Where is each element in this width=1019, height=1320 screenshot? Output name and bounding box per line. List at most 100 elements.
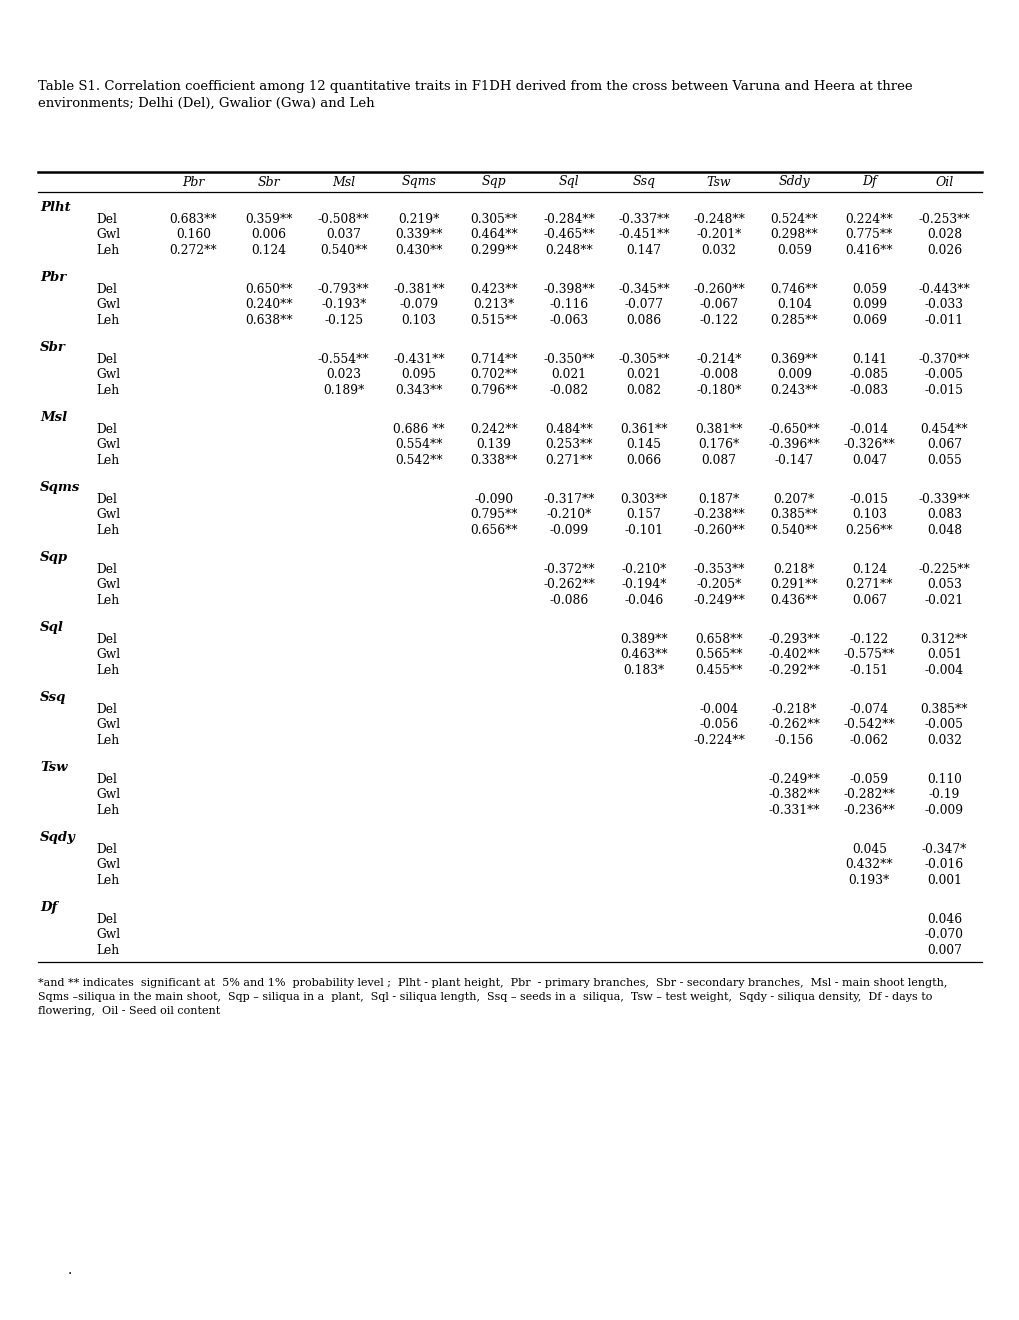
Text: -0.345**: -0.345** bbox=[618, 282, 669, 296]
Text: -0.350**: -0.350** bbox=[543, 352, 594, 366]
Text: 0.145: 0.145 bbox=[626, 438, 661, 451]
Text: -0.004: -0.004 bbox=[699, 702, 738, 715]
Text: -0.077: -0.077 bbox=[624, 298, 663, 312]
Text: Gwl: Gwl bbox=[96, 858, 120, 871]
Text: -0.059: -0.059 bbox=[849, 772, 888, 785]
Text: -0.443**: -0.443** bbox=[918, 282, 969, 296]
Text: -0.253**: -0.253** bbox=[918, 213, 969, 226]
Text: 0.032: 0.032 bbox=[701, 244, 736, 257]
Text: -0.431**: -0.431** bbox=[392, 352, 444, 366]
Text: -0.193*: -0.193* bbox=[321, 298, 366, 312]
Text: 0.524**: 0.524** bbox=[769, 213, 817, 226]
Text: -0.347*: -0.347* bbox=[921, 842, 966, 855]
Text: -0.085: -0.085 bbox=[849, 368, 888, 381]
Text: 0.193*: 0.193* bbox=[848, 874, 890, 887]
Text: 0.554**: 0.554** bbox=[394, 438, 442, 451]
Text: 0.285**: 0.285** bbox=[769, 314, 817, 327]
Text: -0.015: -0.015 bbox=[924, 384, 963, 397]
Text: Leh: Leh bbox=[96, 734, 119, 747]
Text: 0.683**: 0.683** bbox=[169, 213, 217, 226]
Text: -0.074: -0.074 bbox=[849, 702, 888, 715]
Text: Gwl: Gwl bbox=[96, 228, 120, 242]
Text: 0.021: 0.021 bbox=[551, 368, 586, 381]
Text: -0.224**: -0.224** bbox=[693, 734, 745, 747]
Text: 0.271**: 0.271** bbox=[545, 454, 592, 467]
Text: -0.099: -0.099 bbox=[549, 524, 588, 537]
Text: -0.210*: -0.210* bbox=[546, 508, 591, 521]
Text: 0.067: 0.067 bbox=[851, 594, 886, 607]
Text: 0.046: 0.046 bbox=[926, 912, 961, 925]
Text: 0.124: 0.124 bbox=[851, 562, 887, 576]
Text: -0.249**: -0.249** bbox=[767, 772, 819, 785]
Text: 0.658**: 0.658** bbox=[695, 632, 742, 645]
Text: 0.037: 0.037 bbox=[326, 228, 361, 242]
Text: Del: Del bbox=[96, 492, 117, 506]
Text: 0.298**: 0.298** bbox=[769, 228, 817, 242]
Text: 0.213*: 0.213* bbox=[473, 298, 514, 312]
Text: .: . bbox=[68, 1263, 72, 1276]
Text: Leh: Leh bbox=[96, 384, 119, 397]
Text: 0.009: 0.009 bbox=[776, 368, 811, 381]
Text: -0.005: -0.005 bbox=[924, 368, 963, 381]
Text: -0.402**: -0.402** bbox=[767, 648, 819, 661]
Text: 0.650**: 0.650** bbox=[245, 282, 292, 296]
Text: -0.056: -0.056 bbox=[699, 718, 738, 731]
Text: 0.381**: 0.381** bbox=[695, 422, 742, 436]
Text: 0.095: 0.095 bbox=[400, 368, 436, 381]
Text: 0.087: 0.087 bbox=[701, 454, 736, 467]
Text: -0.260**: -0.260** bbox=[693, 282, 744, 296]
Text: 0.053: 0.053 bbox=[926, 578, 961, 591]
Text: 0.082: 0.082 bbox=[626, 384, 661, 397]
Text: -0.262**: -0.262** bbox=[767, 718, 819, 731]
Text: 0.455**: 0.455** bbox=[695, 664, 742, 677]
Text: Tsw: Tsw bbox=[706, 176, 731, 189]
Text: Msl: Msl bbox=[332, 176, 355, 189]
Text: 0.001: 0.001 bbox=[926, 874, 961, 887]
Text: Sddy: Sddy bbox=[777, 176, 809, 189]
Text: 0.240**: 0.240** bbox=[245, 298, 292, 312]
Text: -0.125: -0.125 bbox=[324, 314, 363, 327]
Text: 0.103: 0.103 bbox=[851, 508, 886, 521]
Text: 0.069: 0.069 bbox=[851, 314, 887, 327]
Text: -0.021: -0.021 bbox=[924, 594, 963, 607]
Text: 0.272**: 0.272** bbox=[169, 244, 217, 257]
Text: Sqms: Sqms bbox=[401, 176, 436, 189]
Text: 0.067: 0.067 bbox=[926, 438, 961, 451]
Text: 0.542**: 0.542** bbox=[394, 454, 442, 467]
Text: -0.353**: -0.353** bbox=[693, 562, 744, 576]
Text: -0.396**: -0.396** bbox=[767, 438, 819, 451]
Text: 0.638**: 0.638** bbox=[245, 314, 292, 327]
Text: 0.099: 0.099 bbox=[851, 298, 887, 312]
Text: -0.370**: -0.370** bbox=[918, 352, 969, 366]
Text: -0.339**: -0.339** bbox=[918, 492, 969, 506]
Text: 0.189*: 0.189* bbox=[323, 384, 364, 397]
Text: 0.028: 0.028 bbox=[926, 228, 961, 242]
Text: 0.066: 0.066 bbox=[626, 454, 661, 467]
Text: Sqms: Sqms bbox=[40, 480, 81, 494]
Text: Del: Del bbox=[96, 352, 117, 366]
Text: -0.293**: -0.293** bbox=[767, 632, 819, 645]
Text: Leh: Leh bbox=[96, 874, 119, 887]
Text: Del: Del bbox=[96, 842, 117, 855]
Text: -0.337**: -0.337** bbox=[618, 213, 669, 226]
Text: 0.540**: 0.540** bbox=[320, 244, 367, 257]
Text: -0.305**: -0.305** bbox=[618, 352, 669, 366]
Text: 0.157: 0.157 bbox=[626, 508, 661, 521]
Text: 0.343**: 0.343** bbox=[394, 384, 442, 397]
Text: 0.464**: 0.464** bbox=[470, 228, 518, 242]
Text: 0.083: 0.083 bbox=[926, 508, 961, 521]
Text: Del: Del bbox=[96, 562, 117, 576]
Text: -0.079: -0.079 bbox=[398, 298, 438, 312]
Text: -0.070: -0.070 bbox=[924, 928, 963, 941]
Text: Leh: Leh bbox=[96, 454, 119, 467]
Text: Plht: Plht bbox=[40, 201, 70, 214]
Text: -0.194*: -0.194* bbox=[621, 578, 666, 591]
Text: -0.650**: -0.650** bbox=[767, 422, 819, 436]
Text: *and ** indicates  significant at  5% and 1%  probability level ;  Plht - plant : *and ** indicates significant at 5% and … bbox=[38, 978, 947, 1016]
Text: -0.205*: -0.205* bbox=[696, 578, 741, 591]
Text: 0.312**: 0.312** bbox=[920, 632, 967, 645]
Text: 0.746**: 0.746** bbox=[769, 282, 817, 296]
Text: -0.090: -0.090 bbox=[474, 492, 513, 506]
Text: 0.702**: 0.702** bbox=[470, 368, 518, 381]
Text: 0.565**: 0.565** bbox=[695, 648, 742, 661]
